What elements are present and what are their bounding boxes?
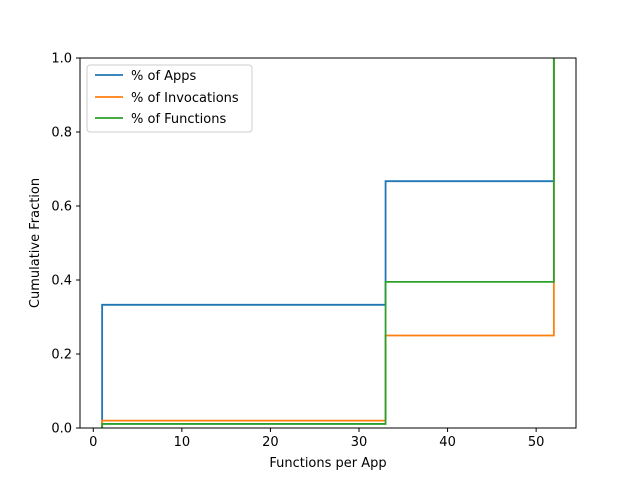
y-tick-label: 0.8 (51, 126, 72, 141)
series-layer (101, 58, 555, 428)
legend-label-invocations: % of Invocations (131, 91, 239, 106)
x-tick-label: 0 (89, 435, 97, 450)
x-tick-label: 20 (262, 435, 279, 450)
legend-label-functions: % of Functions (131, 112, 226, 127)
axes-layer (79, 57, 577, 429)
y-tick-label: 0.4 (51, 274, 72, 289)
x-tick-label: 50 (528, 435, 545, 450)
legend-box (86, 64, 253, 133)
x-tick-label: 10 (174, 435, 191, 450)
y-tick-label: 0.0 (51, 422, 72, 437)
series-line-functions (101, 58, 555, 428)
legend-label-apps: % of Apps (131, 69, 197, 84)
x-axis-label: Functions per App (269, 456, 386, 471)
x-tick-label: 30 (351, 435, 368, 450)
x-axis-ticks: 0 10 20 30 40 50 (89, 428, 544, 450)
y-tick-label: 0.2 (51, 348, 72, 363)
y-tick-label: 1.0 (51, 52, 72, 67)
legend: % of Apps % of Invocations % of Function… (86, 64, 253, 133)
plot-frame (79, 57, 577, 429)
y-tick-label: 0.6 (51, 200, 72, 215)
x-tick-label: 40 (439, 435, 456, 450)
y-axis-ticks: 0.0 0.2 0.4 0.6 0.8 1.0 (51, 52, 80, 437)
y-axis-label: Cumulative Fraction (28, 178, 43, 308)
